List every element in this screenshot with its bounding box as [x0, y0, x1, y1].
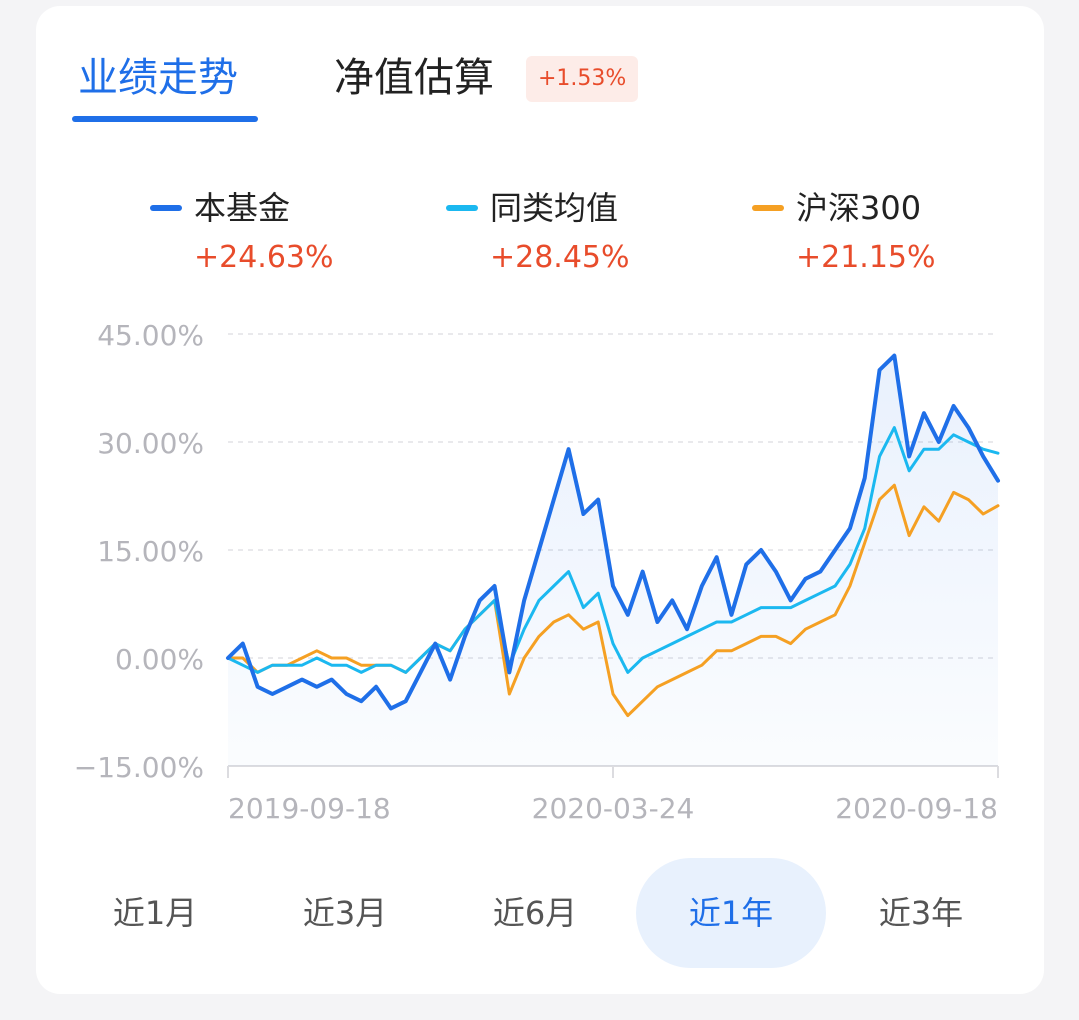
period-button-3-months[interactable]: 近3月 — [302, 894, 388, 932]
legend-value-fund: +24.63% — [194, 240, 334, 275]
active-tab-indicator — [72, 116, 258, 122]
legend-name-csi300: 沪深300 — [796, 189, 922, 227]
legend-value-peer-average: +28.45% — [490, 240, 630, 275]
legend-swatch-peer-average — [446, 205, 478, 211]
y-tick-label: 30.00% — [97, 427, 204, 460]
period-button-1-year[interactable]: 近1年 — [636, 858, 826, 968]
y-tick-label: 15.00% — [97, 535, 204, 568]
tab-nav-estimate[interactable]: 净值估算 — [334, 55, 494, 101]
performance-chart-svg: 45.00% 30.00% 15.00% 0.00% −15.00% 2019-09-18… — [74, 319, 1000, 825]
tab-performance-trend[interactable]: 业绩走势 — [78, 55, 238, 101]
y-tick-label: 0.00% — [115, 643, 204, 676]
x-tick-label: 2019-09-18 — [228, 792, 391, 825]
period-button-6-months[interactable]: 近6月 — [492, 894, 578, 932]
period-button-1-month[interactable]: 近1月 — [112, 894, 198, 932]
legend-name-peer-average: 同类均值 — [490, 189, 619, 227]
fund-area-fill — [228, 355, 998, 766]
performance-card: 业绩走势 净值估算 +1.53% 本基金 +24.63% 同类均值 +28.45… — [36, 6, 1044, 994]
x-tick-label: 2020-03-24 — [532, 792, 695, 825]
y-tick-label: −15.00% — [74, 751, 204, 784]
legend-name-fund: 本基金 — [194, 189, 291, 227]
legend-swatch-csi300 — [752, 205, 784, 211]
y-tick-label: 45.00% — [97, 319, 204, 352]
estimate-change-badge: +1.53% — [526, 56, 639, 102]
legend-fund: 本基金 +24.63% — [150, 186, 334, 280]
legend-value-csi300: +21.15% — [796, 240, 936, 275]
x-tick-label: 2020-09-18 — [835, 792, 998, 825]
series-line-csi300 — [226, 483, 1000, 718]
legend-peer-average: 同类均值 +28.45% — [446, 186, 630, 280]
series-line-peer-average — [226, 426, 1000, 674]
period-button-3-years[interactable]: 近3年 — [878, 894, 964, 932]
performance-chart[interactable]: 45.00% 30.00% 15.00% 0.00% −15.00% 2019-09-18… — [36, 306, 1044, 840]
legend-swatch-fund — [150, 205, 182, 211]
legend-csi300: 沪深300 +21.15% — [752, 186, 936, 280]
series-line-fund — [226, 353, 1000, 711]
